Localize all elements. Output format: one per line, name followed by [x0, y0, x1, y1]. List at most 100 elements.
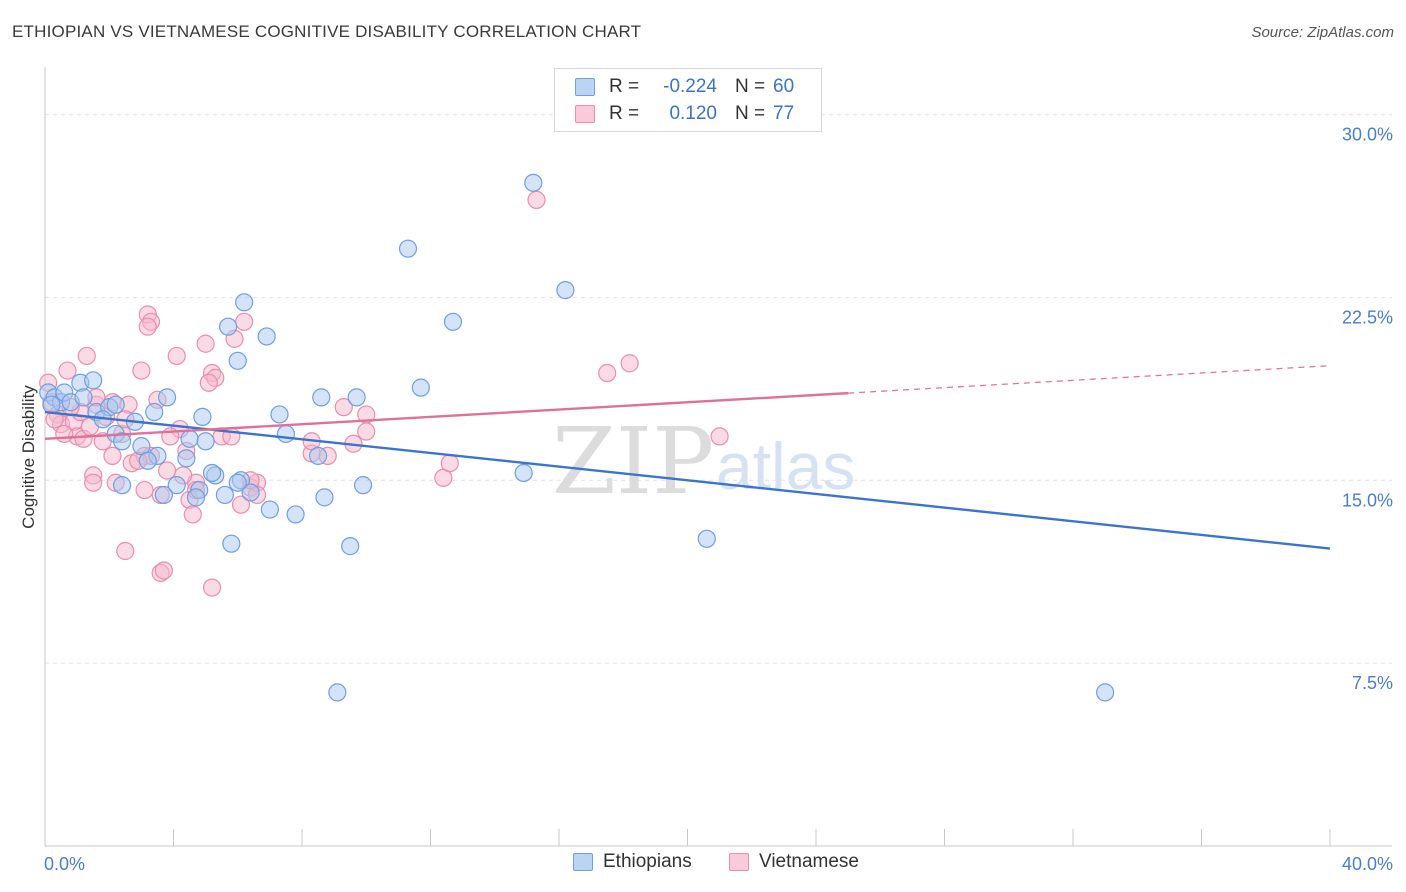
- r-label: R =: [609, 76, 640, 97]
- watermark-zip: ZIP: [552, 408, 714, 515]
- vietnamese-point: [199, 373, 218, 392]
- ethiopians-point: [84, 371, 103, 390]
- ethiopians-point: [138, 451, 157, 470]
- y-tick-label: 30.0%: [1342, 125, 1393, 145]
- ethiopians-point: [398, 239, 418, 258]
- vietnamese-trend-line-dashed: [848, 365, 1331, 394]
- ethiopians-point: [241, 483, 260, 502]
- tick-labels: 7.5% 15.0% 22.5% 30.0% 0.0% 40.0%: [44, 125, 1393, 874]
- ethiopians-point: [180, 429, 199, 448]
- ethiopians-point: [157, 388, 177, 407]
- y-tick-label: 22.5%: [1342, 307, 1393, 327]
- vietnamese-point: [84, 473, 103, 492]
- ethiopians-point: [276, 424, 296, 444]
- r-label: R =: [609, 103, 640, 124]
- legend-label-vietnamese: Vietnamese: [759, 851, 859, 872]
- ethiopians-point: [215, 485, 234, 505]
- vietnamese-trend-line: [44, 391, 849, 441]
- vietnamese-point: [440, 454, 459, 473]
- ethiopians-point: [202, 463, 222, 483]
- ethiopians-point: [112, 476, 132, 495]
- n-value: 77: [773, 103, 795, 124]
- legend-label-ethiopians: Ethiopians: [603, 851, 692, 872]
- x-tick-label: 0.0%: [44, 854, 85, 874]
- ethiopians-point: [235, 293, 254, 312]
- ethiopians-point: [257, 327, 276, 346]
- vietnamese-point: [167, 346, 186, 366]
- ethiopians-point: [74, 388, 93, 407]
- ethiopians-point: [514, 463, 533, 483]
- chart-title: ETHIOPIAN VS VIETNAMESE COGNITIVE DISABI…: [12, 22, 642, 41]
- ethiopians-legend-swatch: [573, 853, 593, 871]
- vietnamese-swatch: [575, 105, 595, 123]
- ethiopians-point: [308, 446, 328, 466]
- n-label: N =: [735, 76, 766, 97]
- ethiopians-point: [219, 317, 238, 336]
- ethiopians-point: [328, 683, 347, 702]
- r-value: 0.120: [669, 103, 717, 124]
- ethiopians-point: [42, 395, 61, 414]
- vietnamese-point: [132, 361, 151, 380]
- stats-row-vietnamese: R = 0.120 N = 77: [555, 100, 794, 128]
- vietnamese-point: [235, 312, 254, 331]
- vietnamese-point: [710, 427, 729, 446]
- stats-box: R = -0.224 N = 60 R = 0.120 N = 77: [554, 68, 822, 132]
- ethiopians-point: [106, 395, 125, 414]
- ethiopians-point: [222, 534, 241, 553]
- vietnamese-point: [231, 495, 251, 514]
- y-axis-title: Cognitive Disability: [19, 385, 38, 529]
- legend-item-vietnamese[interactable]: Vietnamese: [729, 851, 859, 873]
- vietnamese-point: [138, 317, 157, 336]
- ethiopians-point: [260, 500, 279, 519]
- vietnamese-point: [103, 446, 122, 466]
- ethiopians-point: [186, 488, 206, 507]
- trend-lines: [44, 365, 1331, 550]
- watermark: ZIP atlas: [552, 408, 855, 515]
- source-label: Source: ZipAtlas.com: [1251, 24, 1394, 41]
- ethiopians-point: [193, 407, 212, 426]
- vietnamese-legend-swatch: [729, 853, 749, 871]
- ethiopians-point: [167, 476, 186, 495]
- ethiopians-trend-line: [44, 410, 1331, 550]
- ethiopians-point: [341, 537, 360, 556]
- ethiopians-point: [177, 449, 196, 468]
- ethiopians-point: [353, 476, 373, 495]
- vietnamese-point: [620, 354, 639, 373]
- data-points: [39, 173, 1115, 702]
- stats-row-ethiopians: R = -0.224 N = 60: [555, 73, 794, 101]
- n-label: N =: [735, 103, 766, 124]
- vietnamese-point: [183, 505, 202, 524]
- vietnamese-point: [135, 480, 154, 500]
- vietnamese-point: [77, 346, 96, 366]
- ethiopians-point: [154, 485, 173, 505]
- ethiopians-swatch: [575, 78, 595, 96]
- legend-item-ethiopians[interactable]: Ethiopians: [573, 851, 692, 873]
- ethiopians-point: [196, 432, 215, 451]
- ethiopians-point: [556, 281, 575, 300]
- ethiopians-point: [312, 388, 331, 407]
- ethiopians-point: [228, 351, 247, 370]
- vietnamese-point: [157, 461, 177, 480]
- vietnamese-point: [202, 578, 222, 597]
- grid: [45, 114, 1392, 664]
- y-tick-label: 7.5%: [1352, 673, 1393, 693]
- n-value: 60: [773, 76, 795, 97]
- vietnamese-point: [58, 361, 77, 380]
- ethiopians-point: [286, 505, 305, 524]
- ethiopians-point: [411, 378, 430, 397]
- vietnamese-point: [116, 541, 135, 561]
- vietnamese-point: [55, 424, 74, 444]
- legend: Ethiopians Vietnamese: [0, 851, 1406, 877]
- ethiopians-point: [228, 473, 247, 492]
- ethiopians-point: [347, 388, 366, 407]
- ethiopians-point: [1096, 683, 1115, 702]
- vietnamese-point: [334, 398, 353, 417]
- vietnamese-point: [154, 561, 173, 580]
- vietnamese-point: [598, 363, 617, 383]
- vietnamese-point: [527, 190, 546, 210]
- vietnamese-point: [357, 422, 376, 441]
- ethiopians-point: [443, 312, 463, 331]
- ethiopians-point: [697, 529, 716, 548]
- ethiopians-point: [145, 402, 164, 422]
